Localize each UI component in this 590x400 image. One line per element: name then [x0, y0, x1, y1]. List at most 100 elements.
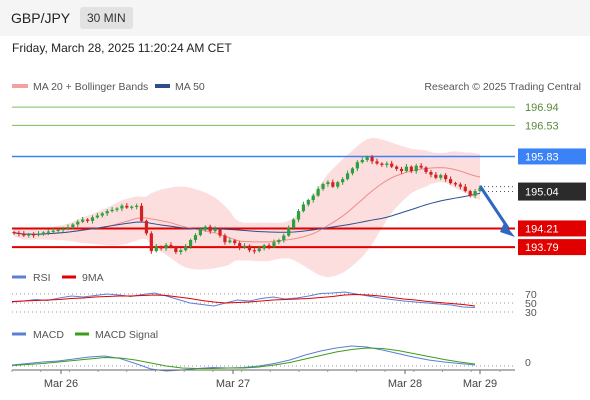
moving-averages: [13, 167, 481, 243]
candle: [76, 219, 80, 228]
candle: [331, 179, 335, 188]
candle: [139, 203, 144, 223]
candle: [233, 239, 237, 246]
level-tag-support_2: [518, 239, 586, 256]
candle: [287, 225, 291, 237]
candle: [120, 203, 124, 212]
candle: [110, 207, 114, 213]
level-label-pivot: 195.83: [525, 151, 559, 163]
candle: [218, 227, 222, 238]
candle: [208, 224, 212, 234]
x-axis-ticks: Mar 26 Mar 27 Mar 28 Mar 29: [11, 370, 501, 390]
candle: [188, 238, 193, 249]
candle: [159, 245, 163, 251]
candle: [144, 219, 149, 236]
candle: [419, 163, 423, 169]
candle: [213, 226, 217, 233]
candle: [238, 241, 242, 251]
candle: [27, 232, 31, 238]
candle: [90, 215, 95, 224]
level-label-resistance_2: 196.94: [525, 102, 559, 114]
timeframe-button[interactable]: 30 MIN: [80, 7, 133, 29]
rsi-series-0: [11, 291, 476, 308]
candle: [71, 223, 75, 230]
level-label-resistance_1: 196.53: [525, 120, 559, 132]
candle: [385, 161, 389, 168]
candle: [414, 163, 418, 174]
ma50-line: [13, 192, 481, 235]
candle: [390, 160, 394, 168]
ma20-legend-label: MA 20 + Bollinger Bands: [33, 81, 148, 93]
candle: [473, 189, 477, 199]
candle: [203, 225, 207, 232]
rsi-series-1: [11, 293, 476, 307]
candle: [380, 162, 384, 167]
candle: [434, 172, 438, 180]
forecast-arrow: [478, 185, 515, 237]
macd-signal-legend-label: MACD Signal: [95, 329, 158, 341]
candle: [184, 244, 188, 252]
candle: [404, 164, 409, 173]
candle: [375, 158, 379, 165]
candle: [262, 244, 266, 251]
level-tag-support_1: [518, 220, 586, 237]
candlesticks: [12, 154, 482, 255]
rsi-ma-legend-label: 9MA: [82, 272, 104, 284]
candle: [66, 224, 70, 231]
candle: [439, 173, 443, 180]
candle: [193, 233, 198, 243]
candle: [409, 165, 413, 174]
rsi-level-30-label: 30: [525, 307, 537, 319]
candle: [81, 216, 85, 224]
candle: [458, 182, 462, 190]
rsi-level-50-label: 50: [525, 298, 537, 310]
x-tick-label: Mar 27: [216, 378, 250, 390]
candle: [105, 209, 109, 216]
candle: [277, 238, 281, 245]
candle: [36, 231, 41, 237]
candle: [316, 186, 320, 197]
candle: [267, 243, 271, 250]
candle: [424, 166, 428, 174]
last-price-tag: [518, 182, 586, 201]
candle: [46, 229, 50, 236]
candle: [311, 193, 315, 203]
level-label-support_1: 194.21: [525, 223, 559, 235]
candle: [453, 181, 458, 187]
macd-lines: [11, 345, 476, 372]
macd-series-0: [11, 345, 476, 372]
candle: [198, 227, 202, 237]
bollinger-bands: [14, 137, 480, 278]
ma50-legend-label: MA 50: [175, 81, 205, 93]
candle: [100, 212, 104, 218]
macd-zero-label: 0: [525, 357, 531, 369]
candle: [399, 166, 404, 174]
candle: [321, 182, 325, 191]
candle: [252, 248, 256, 254]
candle: [12, 230, 16, 235]
candle: [429, 170, 433, 178]
candle: [242, 243, 247, 249]
candle: [468, 189, 472, 198]
candle: [341, 177, 345, 185]
candle: [17, 230, 21, 237]
candle: [149, 231, 153, 254]
bollinger-band-area: [14, 137, 480, 278]
rsi-legend-label: RSI: [33, 272, 51, 284]
rsi-lines: [11, 291, 476, 308]
x-tick-label: Mar 28: [388, 378, 422, 390]
candle: [448, 176, 453, 185]
candle: [223, 233, 227, 245]
candle: [345, 170, 350, 181]
header-bar: GBP/JPY 30 MIN: [0, 0, 590, 36]
candle: [22, 231, 26, 237]
candle: [350, 167, 355, 176]
candle: [228, 237, 232, 244]
candle: [360, 157, 364, 164]
candle: [326, 180, 330, 187]
candle: [365, 155, 369, 162]
timestamp: Friday, March 28, 2025 11:20:24 AM CET: [12, 41, 232, 55]
level-label-support_2: 193.79: [525, 242, 559, 254]
candle: [135, 203, 139, 210]
